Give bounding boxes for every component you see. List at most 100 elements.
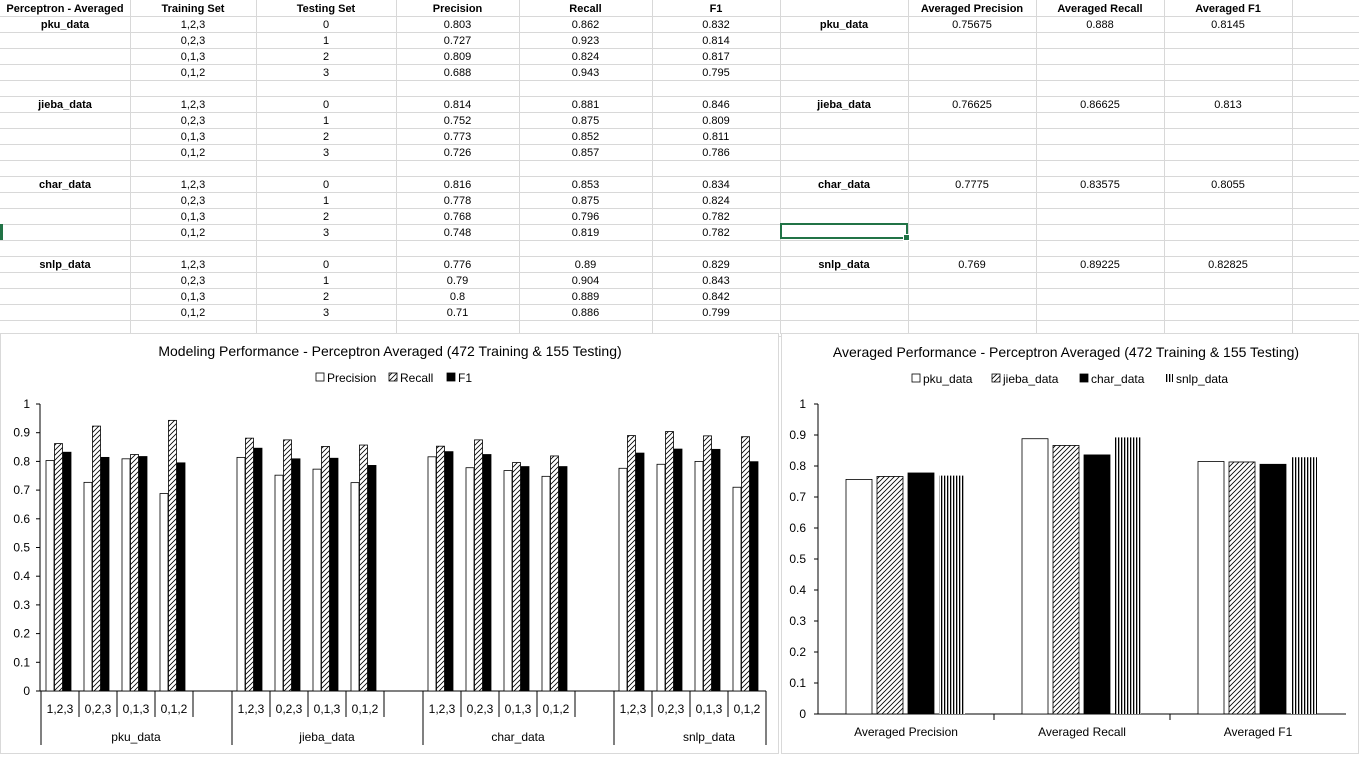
testing-set-cell[interactable]: 0 <box>322 99 330 111</box>
avg-f1-cell[interactable]: 0.8145 <box>1211 19 1245 31</box>
f1-cell[interactable]: 0.834 <box>702 179 730 191</box>
header-cell[interactable]: Testing Set <box>296 3 356 15</box>
avg-recall-cell[interactable]: 0.86625 <box>1080 99 1120 111</box>
dataset-label[interactable]: pku_data <box>40 19 90 31</box>
testing-set-cell[interactable]: 1 <box>322 275 330 287</box>
training-set-cell[interactable]: 0,1,3 <box>180 291 206 303</box>
recall-cell[interactable]: 0.862 <box>571 19 600 31</box>
recall-cell[interactable]: 0.824 <box>571 51 600 63</box>
testing-set-cell[interactable]: 3 <box>322 67 330 79</box>
header-cell[interactable]: Averaged Precision <box>920 3 1024 15</box>
testing-set-cell[interactable]: 0 <box>322 259 330 271</box>
testing-set-cell[interactable]: 0 <box>322 19 330 31</box>
testing-set-cell[interactable]: 1 <box>322 35 330 47</box>
recall-cell[interactable]: 0.796 <box>571 211 600 223</box>
precision-cell[interactable]: 0.816 <box>443 179 472 191</box>
training-set-cell[interactable]: 0,1,3 <box>180 211 206 223</box>
avg-recall-cell[interactable]: 0.83575 <box>1080 179 1120 191</box>
avg-dataset-label[interactable]: jieba_data <box>817 99 871 111</box>
avg-f1-cell[interactable]: 0.82825 <box>1208 259 1248 271</box>
precision-cell[interactable]: 0.726 <box>443 147 472 159</box>
avg-f1-cell[interactable]: 0.813 <box>1214 99 1242 111</box>
precision-cell[interactable]: 0.688 <box>443 67 472 79</box>
training-set-cell[interactable]: 0,2,3 <box>180 275 206 287</box>
training-set-cell[interactable]: 0,1,3 <box>180 51 206 63</box>
f1-cell[interactable]: 0.799 <box>702 307 730 319</box>
precision-cell[interactable]: 0.778 <box>443 195 472 207</box>
testing-set-cell[interactable]: 1 <box>322 195 330 207</box>
avg-precision-cell[interactable]: 0.75675 <box>952 19 992 31</box>
header-cell[interactable]: Averaged F1 <box>1195 3 1261 15</box>
precision-cell[interactable]: 0.71 <box>446 307 469 319</box>
avg-recall-cell[interactable]: 0.888 <box>1086 19 1114 31</box>
f1-cell[interactable]: 0.795 <box>702 67 730 79</box>
training-set-cell[interactable]: 0,1,2 <box>180 67 206 79</box>
precision-cell[interactable]: 0.773 <box>443 131 472 143</box>
f1-cell[interactable]: 0.843 <box>702 275 730 287</box>
avg-dataset-label[interactable]: pku_data <box>819 19 869 31</box>
training-set-cell[interactable]: 0,2,3 <box>180 115 206 127</box>
precision-cell[interactable]: 0.814 <box>443 99 472 111</box>
recall-cell[interactable]: 0.857 <box>571 147 600 159</box>
recall-cell[interactable]: 0.875 <box>571 195 600 207</box>
header-cell[interactable]: Perceptron - Averaged <box>6 3 124 15</box>
f1-cell[interactable]: 0.842 <box>702 291 730 303</box>
testing-set-cell[interactable]: 3 <box>322 147 330 159</box>
selected-cell[interactable] <box>780 223 910 241</box>
avg-dataset-label[interactable]: snlp_data <box>818 259 870 271</box>
recall-cell[interactable]: 0.881 <box>571 99 600 111</box>
f1-cell[interactable]: 0.811 <box>702 131 730 143</box>
header-cell[interactable]: F1 <box>709 3 723 15</box>
recall-cell[interactable]: 0.886 <box>571 307 600 319</box>
f1-cell[interactable]: 0.824 <box>702 195 730 207</box>
training-set-cell[interactable]: 0,2,3 <box>180 195 206 207</box>
recall-cell[interactable]: 0.923 <box>571 35 600 47</box>
f1-cell[interactable]: 0.846 <box>702 99 730 111</box>
recall-cell[interactable]: 0.875 <box>571 115 600 127</box>
training-set-cell[interactable]: 1,2,3 <box>180 19 206 31</box>
f1-cell[interactable]: 0.782 <box>702 227 730 239</box>
precision-cell[interactable]: 0.79 <box>446 275 469 287</box>
recall-cell[interactable]: 0.889 <box>571 291 600 303</box>
precision-cell[interactable]: 0.768 <box>443 211 472 223</box>
header-cell[interactable]: Training Set <box>161 3 225 15</box>
precision-cell[interactable]: 0.752 <box>443 115 472 127</box>
avg-precision-cell[interactable]: 0.769 <box>958 259 986 271</box>
recall-cell[interactable]: 0.89 <box>574 259 597 271</box>
recall-cell[interactable]: 0.943 <box>571 67 600 79</box>
f1-cell[interactable]: 0.814 <box>702 35 730 47</box>
dataset-label[interactable]: char_data <box>39 179 91 191</box>
recall-cell[interactable]: 0.852 <box>571 131 600 143</box>
avg-precision-cell[interactable]: 0.76625 <box>952 99 992 111</box>
testing-set-cell[interactable]: 2 <box>322 131 330 143</box>
recall-cell[interactable]: 0.853 <box>571 179 600 191</box>
training-set-cell[interactable]: 0,1,2 <box>180 227 206 239</box>
recall-cell[interactable]: 0.819 <box>571 227 600 239</box>
training-set-cell[interactable]: 0,2,3 <box>180 35 206 47</box>
avg-recall-cell[interactable]: 0.89225 <box>1080 259 1120 271</box>
f1-cell[interactable]: 0.786 <box>702 147 730 159</box>
header-cell[interactable]: Recall <box>569 3 602 15</box>
avg-precision-cell[interactable]: 0.7775 <box>955 179 989 191</box>
dataset-label[interactable]: jieba_data <box>38 99 92 111</box>
avg-dataset-label[interactable]: char_data <box>818 179 870 191</box>
training-set-cell[interactable]: 0,1,3 <box>180 131 206 143</box>
testing-set-cell[interactable]: 3 <box>322 307 330 319</box>
testing-set-cell[interactable]: 2 <box>322 291 330 303</box>
training-set-cell[interactable]: 1,2,3 <box>180 99 206 111</box>
precision-cell[interactable]: 0.748 <box>443 227 472 239</box>
training-set-cell[interactable]: 1,2,3 <box>180 259 206 271</box>
precision-cell[interactable]: 0.803 <box>443 19 472 31</box>
training-set-cell[interactable]: 1,2,3 <box>180 179 206 191</box>
precision-cell[interactable]: 0.809 <box>443 51 472 63</box>
f1-cell[interactable]: 0.832 <box>702 19 730 31</box>
testing-set-cell[interactable]: 3 <box>322 227 330 239</box>
dataset-label[interactable]: snlp_data <box>39 259 91 271</box>
testing-set-cell[interactable]: 2 <box>322 211 330 223</box>
testing-set-cell[interactable]: 2 <box>322 51 330 63</box>
testing-set-cell[interactable]: 0 <box>322 179 330 191</box>
f1-cell[interactable]: 0.782 <box>702 211 730 223</box>
avg-f1-cell[interactable]: 0.8055 <box>1211 179 1245 191</box>
f1-cell[interactable]: 0.817 <box>702 51 730 63</box>
f1-cell[interactable]: 0.809 <box>702 115 730 127</box>
